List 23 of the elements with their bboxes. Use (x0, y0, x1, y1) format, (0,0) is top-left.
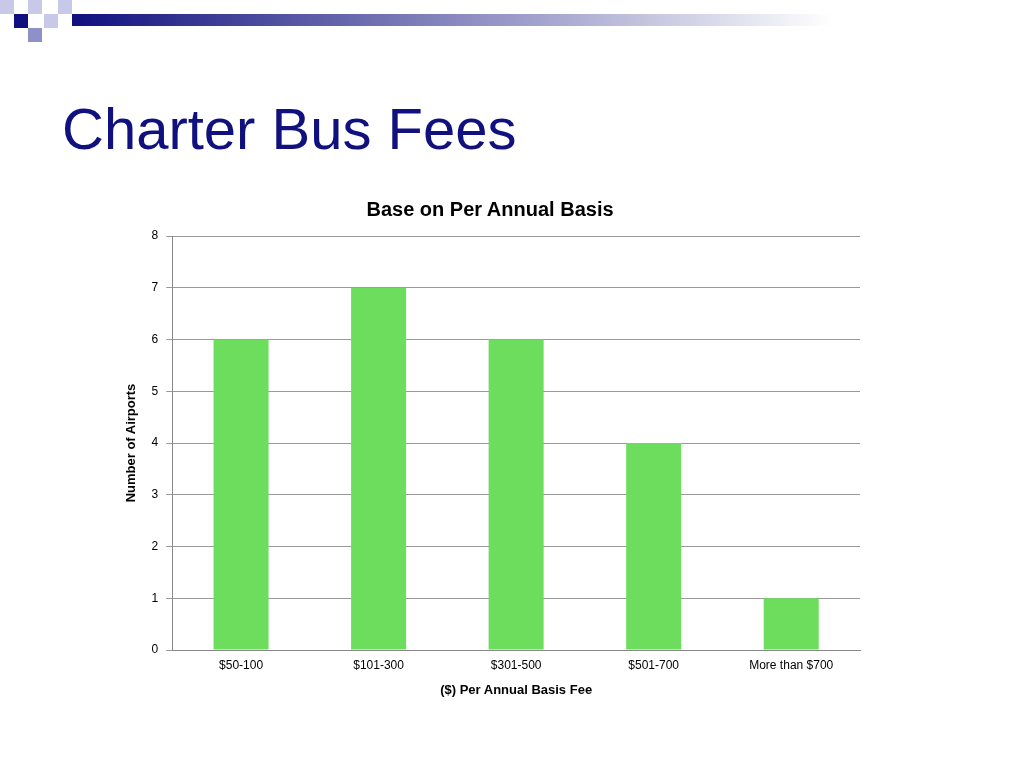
bar (351, 287, 407, 650)
y-tick-label: 5 (151, 383, 159, 398)
y-tick-label: 8 (151, 228, 159, 243)
y-tick-label: 4 (151, 435, 159, 450)
y-tick-label: 6 (151, 331, 159, 346)
x-tick-label: $301-500 (490, 657, 542, 672)
y-tick-label: 1 (151, 590, 159, 605)
chart-title: Charter Bus Fees (62, 95, 517, 162)
bar (488, 339, 544, 650)
x-tick-label: More than $700 (749, 657, 834, 672)
y-tick-label: 3 (151, 487, 159, 502)
bar (626, 443, 682, 650)
y-axis-title: Number of Airports (123, 383, 139, 503)
x-axis-title: ($) Per Annual Basis Fee (440, 681, 593, 697)
y-tick-label: 2 (151, 538, 159, 553)
bar (763, 598, 819, 650)
x-tick-label: $50-100 (219, 657, 264, 672)
chart-subtitle: Base on Per Annual Basis (366, 197, 614, 220)
y-tick-label: 7 (151, 280, 159, 295)
x-tick-label: $501-700 (628, 657, 680, 672)
bar (213, 339, 269, 650)
y-tick-label: 0 (151, 642, 159, 657)
x-tick-label: $101-300 (353, 657, 405, 672)
